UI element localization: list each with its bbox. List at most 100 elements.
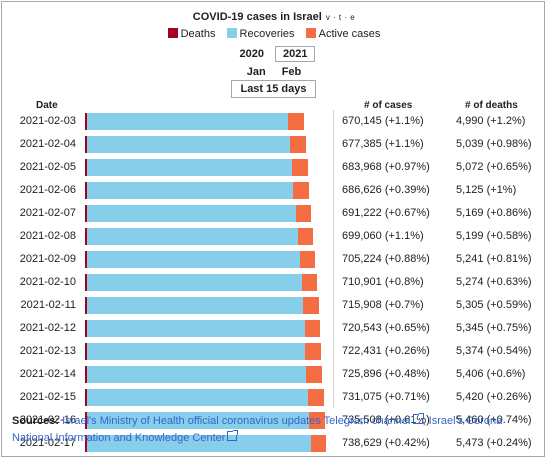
row-deaths: 5,420 (+0.26%) bbox=[456, 391, 532, 403]
bar-recoveries bbox=[87, 412, 310, 429]
row-deaths: 5,406 (+0.6%) bbox=[456, 368, 526, 380]
row-cases: 705,224 (+0.88%) bbox=[342, 253, 430, 265]
bar-active-cases bbox=[288, 113, 304, 130]
legend-item-recoveries: Recoveries bbox=[226, 28, 295, 40]
table-row: 2021-02-05 683,968 (+0.97%) 5,072 (+0.65%) bbox=[0, 156, 548, 179]
source-link-knowledge-center[interactable]: Israel's Corona National Information and… bbox=[12, 415, 503, 444]
external-link-icon bbox=[412, 413, 424, 424]
row-deaths: 5,169 (+0.86%) bbox=[456, 207, 532, 219]
row-deaths: 5,039 (+0.98%) bbox=[456, 138, 532, 150]
bar-active-cases bbox=[310, 435, 326, 452]
row-cases: 720,543 (+0.65%) bbox=[342, 322, 430, 334]
row-date: 2021-02-15 bbox=[19, 391, 76, 403]
bar-deaths bbox=[85, 435, 87, 452]
row-cases: 722,431 (+0.26%) bbox=[342, 345, 430, 357]
row-date: 2021-02-04 bbox=[19, 138, 76, 150]
source-link-telegram[interactable]: Israel's Ministry of Health official cor… bbox=[62, 415, 411, 427]
table-row: 2021-02-10 710,901 (+0.8%) 5,274 (+0.63%) bbox=[0, 271, 548, 294]
row-date: 2021-02-03 bbox=[19, 115, 76, 127]
bar-active-cases bbox=[305, 343, 321, 360]
bar-deaths bbox=[85, 274, 87, 291]
row-cases: 735,508 (+0.61%) bbox=[342, 414, 430, 426]
row-date: 2021-02-06 bbox=[19, 184, 76, 196]
row-date: 2021-02-05 bbox=[19, 161, 76, 173]
row-date: 2021-02-17 bbox=[19, 437, 76, 449]
bar-recoveries bbox=[87, 366, 307, 383]
row-deaths: 5,460 (+0.74%) bbox=[456, 414, 532, 426]
row-date: 2021-02-09 bbox=[19, 253, 76, 265]
bar-active-cases bbox=[299, 251, 316, 268]
year-2020-button[interactable]: 2020 bbox=[239, 48, 264, 60]
row-deaths: 5,125 (+1%) bbox=[456, 184, 517, 196]
row-deaths: 5,374 (+0.54%) bbox=[456, 345, 532, 357]
bar-deaths bbox=[85, 343, 87, 360]
row-deaths: 5,274 (+0.63%) bbox=[456, 276, 532, 288]
bar-recoveries bbox=[87, 205, 296, 222]
year-2021-button[interactable]: 2021 bbox=[275, 46, 316, 62]
table-row: 2021-02-14 725,896 (+0.48%) 5,406 (+0.6%) bbox=[0, 363, 548, 386]
table-row: 2021-02-04 677,385 (+1.1%) 5,039 (+0.98%) bbox=[0, 133, 548, 156]
header-date: Date bbox=[36, 100, 58, 111]
table-row: 2021-02-15 731,075 (+0.71%) 5,420 (+0.26%) bbox=[0, 386, 548, 409]
bar-deaths bbox=[85, 251, 87, 268]
header-cases: # of cases bbox=[364, 100, 413, 111]
row-date: 2021-02-08 bbox=[19, 230, 76, 242]
bar-recoveries bbox=[87, 389, 308, 406]
row-deaths: 5,199 (+0.58%) bbox=[456, 230, 532, 242]
bar-deaths bbox=[85, 159, 87, 176]
last-15-days-button[interactable]: Last 15 days bbox=[231, 80, 316, 98]
sources-separator: , bbox=[422, 415, 429, 427]
table-row: 2021-02-12 720,543 (+0.65%) 5,345 (+0.75%) bbox=[0, 317, 548, 340]
legend-item-deaths: Deaths bbox=[167, 28, 216, 40]
row-date: 2021-02-10 bbox=[19, 276, 76, 288]
row-deaths: 5,241 (+0.81%) bbox=[456, 253, 532, 265]
row-deaths: 5,072 (+0.65%) bbox=[456, 161, 532, 173]
table-row: 2021-02-11 715,908 (+0.7%) 5,305 (+0.59%) bbox=[0, 294, 548, 317]
legend-item-active: Active cases bbox=[305, 28, 380, 40]
bar-active-cases bbox=[293, 182, 310, 199]
legend-swatch-deaths bbox=[167, 28, 178, 38]
chart-title: COVID-19 cases in Israel v · t · e bbox=[0, 11, 548, 23]
header-deaths: # of deaths bbox=[465, 100, 518, 111]
row-date: 2021-02-14 bbox=[19, 368, 76, 380]
bar-recoveries bbox=[87, 113, 289, 130]
chart-title-text: COVID-19 cases in Israel bbox=[192, 11, 322, 23]
year-selector: 2020 2021 bbox=[0, 46, 548, 62]
row-date: 2021-02-07 bbox=[19, 207, 76, 219]
row-cases: 677,385 (+1.1%) bbox=[342, 138, 424, 150]
row-cases: 670,145 (+1.1%) bbox=[342, 115, 424, 127]
bar-active-cases bbox=[306, 366, 322, 383]
month-jan-button[interactable]: Jan bbox=[246, 66, 266, 78]
legend-swatch-active bbox=[305, 28, 316, 38]
bar-active-cases bbox=[290, 136, 306, 153]
table-row: 2021-02-17 738,629 (+0.42%) 5,473 (+0.24%) bbox=[0, 432, 548, 455]
row-cases: 683,968 (+0.97%) bbox=[342, 161, 430, 173]
row-cases: 731,075 (+0.71%) bbox=[342, 391, 430, 403]
bar-recoveries bbox=[87, 228, 298, 245]
bar-recoveries bbox=[87, 435, 311, 452]
row-cases: 715,908 (+0.7%) bbox=[342, 299, 424, 311]
external-link-icon bbox=[227, 430, 239, 441]
bar-deaths bbox=[85, 297, 87, 314]
row-date: 2021-02-16 bbox=[19, 414, 76, 426]
legend-label-deaths: Deaths bbox=[180, 28, 216, 40]
bar-deaths bbox=[85, 412, 87, 429]
row-cases: 686,626 (+0.39%) bbox=[342, 184, 430, 196]
table-row: 2021-02-08 699,060 (+1.1%) 5,199 (+0.58%) bbox=[0, 225, 548, 248]
bar-active-cases bbox=[304, 320, 321, 337]
table-row: 2021-02-13 722,431 (+0.26%) 5,374 (+0.54%) bbox=[0, 340, 548, 363]
bar-deaths bbox=[85, 113, 87, 130]
row-cases: 710,901 (+0.8%) bbox=[342, 276, 424, 288]
bar-deaths bbox=[85, 136, 87, 153]
table-row: 2021-02-06 686,626 (+0.39%) 5,125 (+1%) bbox=[0, 179, 548, 202]
bar-active-cases bbox=[297, 228, 314, 245]
vte-links[interactable]: v · t · e bbox=[325, 13, 356, 22]
bar-deaths bbox=[85, 228, 87, 245]
table-row: 2021-02-03 670,145 (+1.1%) 4,990 (+1.2%) bbox=[0, 110, 548, 133]
bar-recoveries bbox=[87, 182, 294, 199]
month-feb-button[interactable]: Feb bbox=[281, 66, 302, 78]
row-date: 2021-02-12 bbox=[19, 322, 76, 334]
bar-deaths bbox=[85, 205, 87, 222]
legend: Deaths Recoveries Active cases bbox=[0, 28, 548, 40]
row-deaths: 5,345 (+0.75%) bbox=[456, 322, 532, 334]
